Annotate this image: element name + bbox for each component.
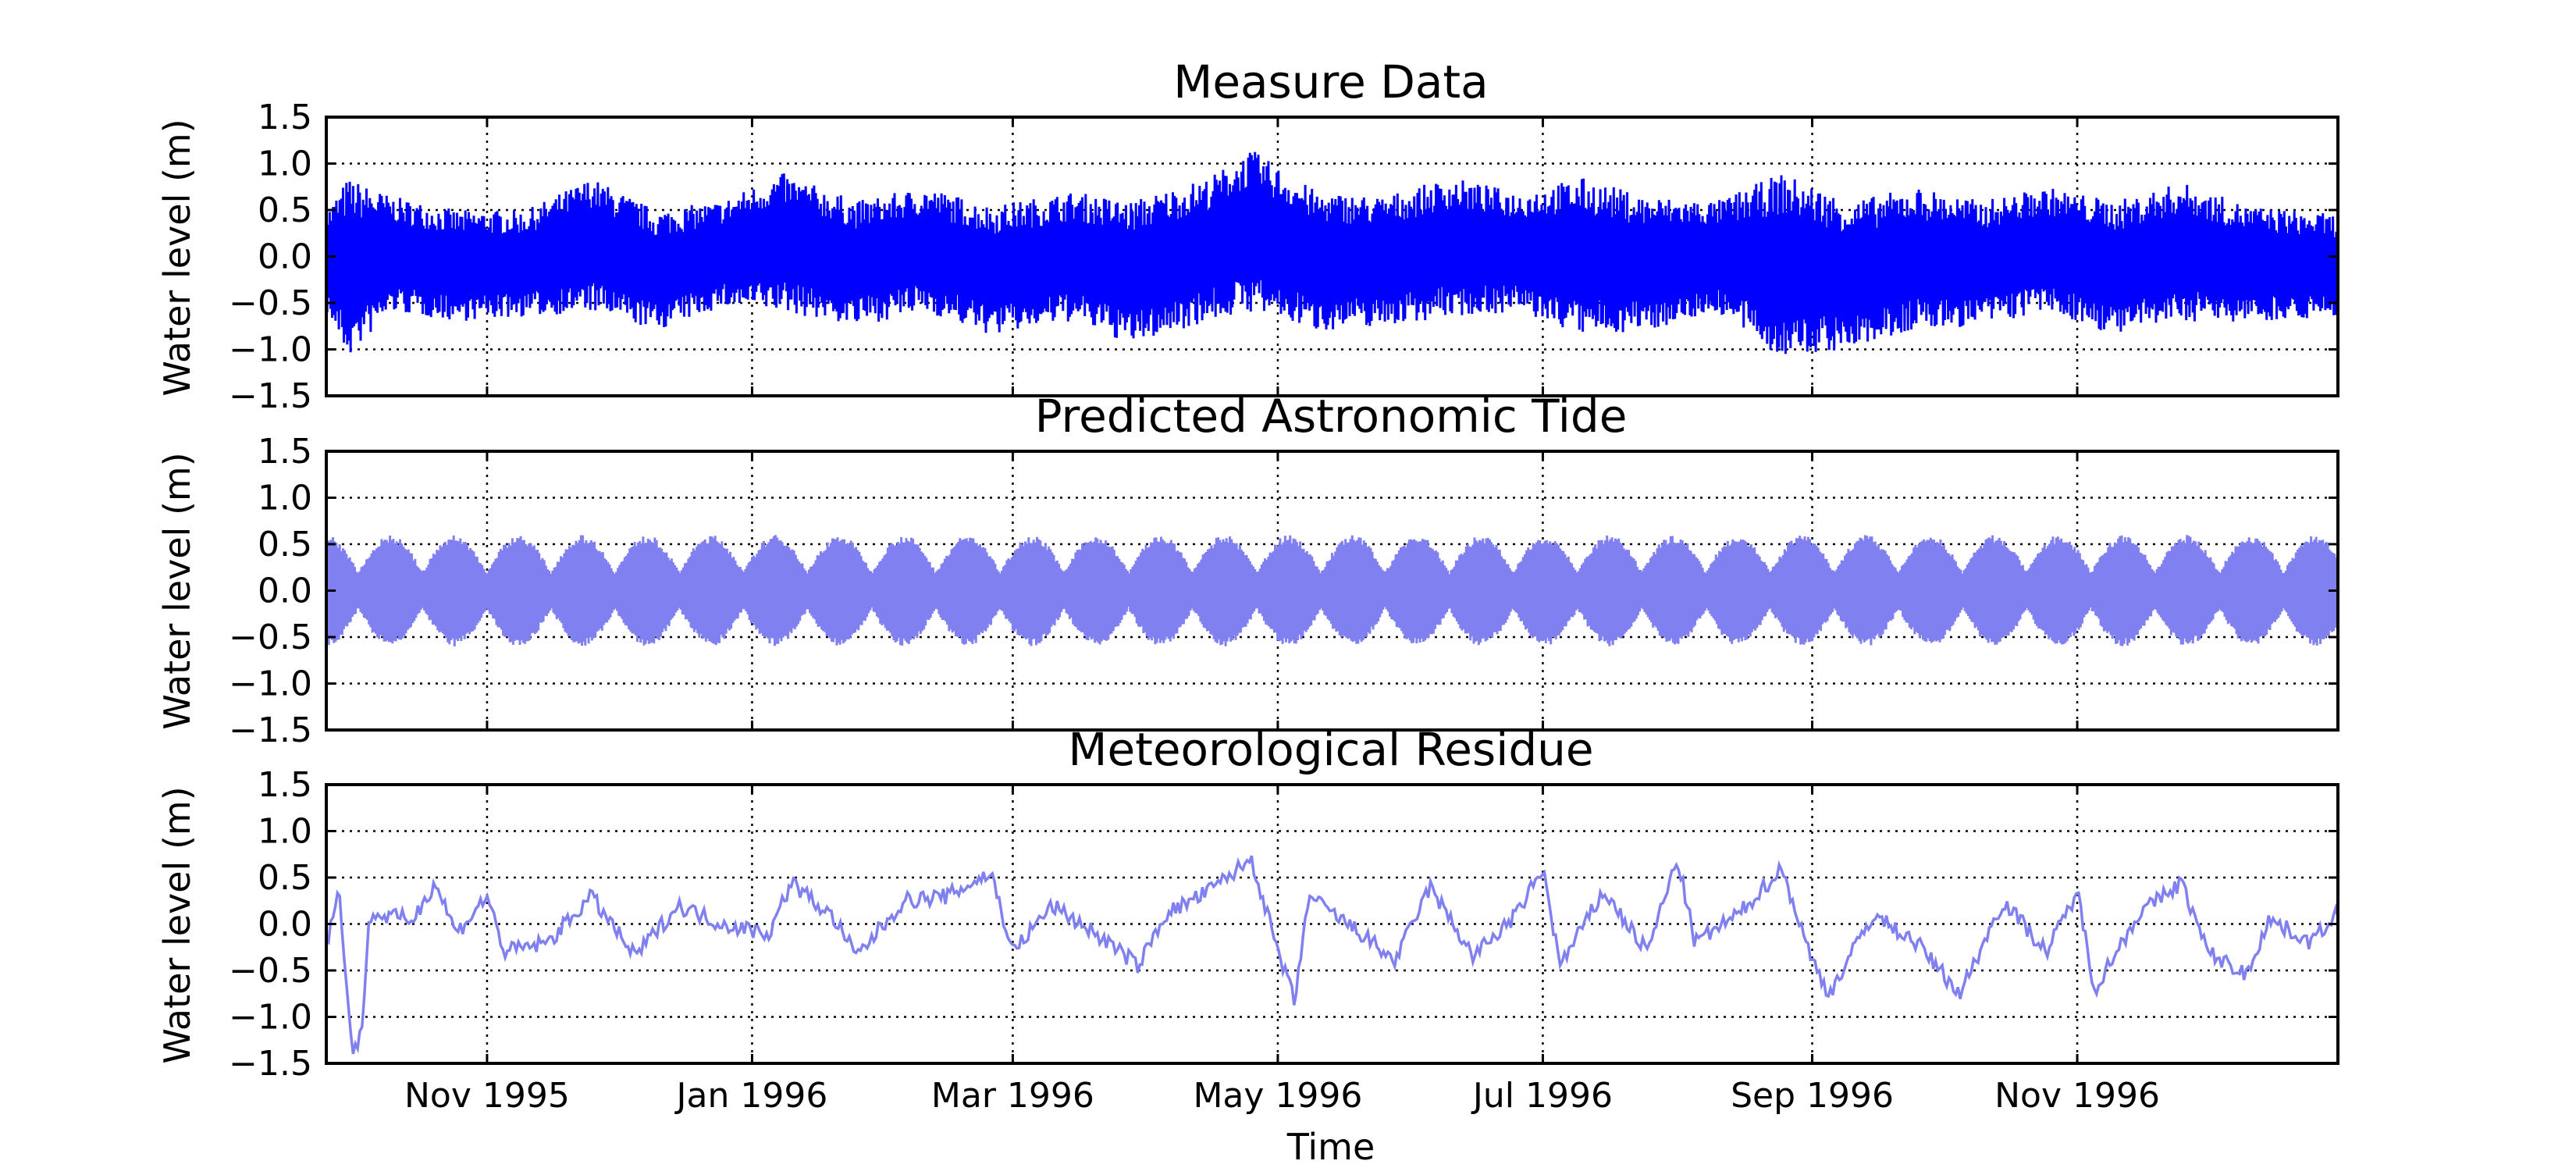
x-tick-label: May 1996 <box>1193 1076 1362 1116</box>
x-tick-labels: Nov 1995 Jan 1996 Mar 1996 May 1996 Jul 1996… <box>404 1076 2160 1116</box>
y-tick-label: −1.0 <box>229 998 312 1038</box>
meteorological-residue-line <box>325 855 2339 1055</box>
plot-area <box>325 855 2339 1055</box>
x-axis-label: Time <box>1286 1126 1375 1168</box>
y-tick-label: 0.0 <box>258 237 312 277</box>
panel-title: Meteorological Residue <box>1068 723 1593 776</box>
axes-frame <box>325 116 2339 397</box>
y-tick-label: −0.5 <box>229 283 312 323</box>
y-tick-label: 1.5 <box>258 98 312 137</box>
x-tick-label: Mar 1996 <box>931 1076 1094 1116</box>
y-tick-label: −1.5 <box>229 710 312 750</box>
y-tick-label: −0.5 <box>229 951 312 991</box>
measured-water-level-line <box>325 151 2339 354</box>
y-tick-label: 0.0 <box>258 905 312 945</box>
y-tick-label: 1.5 <box>258 432 312 472</box>
predicted-tide-line <box>325 535 2339 646</box>
panel-measure-data: Measure Data −1.5 −1.0 −0.5 0.0 0.5 1.0 1.5 Wa… <box>156 55 2339 416</box>
y-tick-label: 1.0 <box>258 479 312 518</box>
ticks: −1.5 −1.0 −0.5 0.0 0.5 1.0 1.5 <box>229 432 2338 750</box>
y-tick-label: 1.0 <box>258 812 312 852</box>
plot-area <box>325 151 2339 354</box>
y-tick-label: 0.0 <box>258 571 312 611</box>
x-tick-label: Nov 1995 <box>404 1076 570 1116</box>
axes-frame <box>325 450 2339 732</box>
y-tick-label: −1.5 <box>229 376 312 416</box>
axes-frame <box>325 783 2339 1065</box>
y-axis-label: Water level (m) <box>156 119 198 396</box>
y-tick-label: 1.5 <box>258 765 312 805</box>
x-tick-label: Sep 1996 <box>1731 1076 1894 1116</box>
panel-meteorological-residue: Meteorological Residue −1.5 −1.0 −0.5 0.0 0.… <box>156 723 2339 1084</box>
y-tick-label: −0.5 <box>229 618 312 657</box>
y-tick-label: 0.5 <box>258 190 312 230</box>
y-axis-label: Water level (m) <box>156 786 198 1063</box>
x-tick-label: Jan 1996 <box>674 1076 828 1116</box>
panel-predicted-tide: Predicted Astronomic Tide −1.5 −1.0 −0.5 0.… <box>156 390 2339 750</box>
panel-title: Measure Data <box>1173 55 1488 109</box>
y-tick-label: −1.5 <box>229 1044 312 1084</box>
y-tick-label: −1.0 <box>229 664 312 704</box>
ticks: −1.5 −1.0 −0.5 0.0 0.5 1.0 1.5 <box>229 98 2338 416</box>
y-tick-label: 1.0 <box>258 144 312 184</box>
y-tick-label: −1.0 <box>229 330 312 370</box>
x-tick-label: Jul 1996 <box>1471 1076 1613 1116</box>
x-tick-label: Nov 1996 <box>1994 1076 2160 1116</box>
panel-title: Predicted Astronomic Tide <box>1035 390 1628 443</box>
plot-area <box>325 535 2339 646</box>
y-axis-label: Water level (m) <box>156 452 198 729</box>
y-tick-label: 0.5 <box>258 858 312 898</box>
y-tick-label: 0.5 <box>258 525 312 564</box>
